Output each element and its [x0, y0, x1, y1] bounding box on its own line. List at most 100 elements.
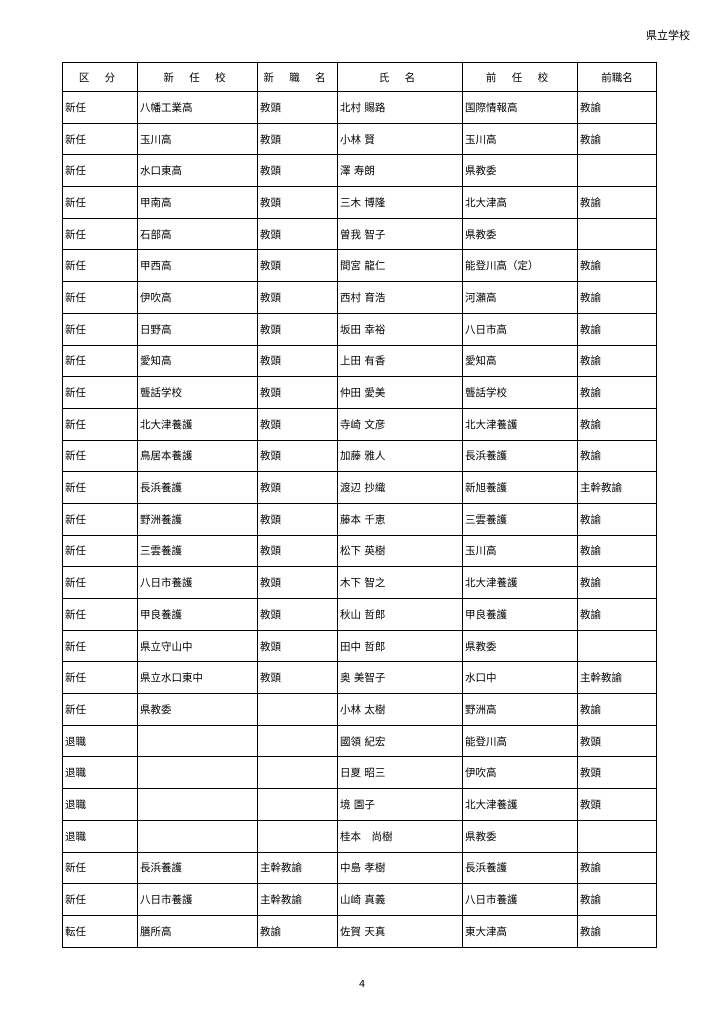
cell-category: 新任 [62, 534, 138, 568]
cell-previous-school: 八日市養護 [462, 883, 578, 916]
cell-new-position: 教頭 [257, 407, 338, 441]
cell-previous-school: 北大津養護 [462, 566, 578, 599]
cell-category: 新任 [62, 376, 138, 409]
cell-category: 新任 [62, 566, 138, 599]
cell-previous-school: 県教委 [462, 154, 578, 188]
cell-name: 渡辺 抄織 [337, 471, 463, 504]
cell-new-position: 教頭 [257, 312, 338, 346]
cell-previous-school: 北大津養護 [462, 407, 578, 441]
table-row: 新任 甲南高 教頭 三木 博隆 北大津高 教諭 [62, 186, 657, 219]
cell-new-position [257, 724, 338, 758]
cell-previous-position: 教諭 [577, 534, 657, 568]
cell-previous-position [577, 217, 657, 251]
cell-category: 退職 [62, 788, 138, 821]
cell-name: 坂田 幸裕 [337, 312, 463, 346]
cell-previous-position: 教諭 [577, 851, 657, 885]
cell-previous-school: 長浜養護 [462, 439, 578, 473]
personnel-table: 区 分 新 任 校 新 職 名 氏 名 前 任 校 前職名 新任 八幡工業高 教頭北… [62, 62, 657, 948]
table-row: 新任 玉川高 教頭 小林 賢玉川高 教諭 [62, 122, 657, 156]
cell-new-school: 聾話学校 [137, 376, 258, 409]
cell-previous-position: 教諭 [577, 186, 657, 219]
table-row: 新任 県立守山中 教頭 田中 哲郎 県教委 [62, 629, 657, 663]
cell-name: 松下 英樹 [337, 534, 463, 568]
cell-name: 秋山 哲郎 [337, 598, 463, 631]
table-row: 新任 野洲養護 教頭 藤本 千恵 三雲養護 教諭 [62, 502, 657, 536]
table-row: 新任 八日市養護 主幹教諭 山崎 真義 八日市養護 教諭 [62, 883, 657, 916]
cell-name: 小林 賢 [337, 122, 463, 156]
cell-new-school: 八日市養護 [137, 883, 258, 916]
cell-new-position: 教頭 [257, 629, 338, 663]
cell-new-school: 長浜養護 [137, 471, 258, 504]
table-row: 退職 國領 紀宏 能登川高 教頭 [62, 724, 657, 758]
table-header-row: 区 分 新 任 校 新 職 名 氏 名 前 任 校 前職名 [62, 62, 657, 92]
cell-new-position: 教頭 [257, 91, 338, 124]
cell-previous-school: 東大津高 [462, 914, 578, 948]
table-row: 新任 日野高 教頭 坂田 幸裕 八日市高 教諭 [62, 312, 657, 346]
table-row: 新任 水口東高 教頭澤 寿朗 県教委 [62, 154, 657, 188]
cell-previous-position: 教諭 [577, 598, 657, 631]
cell-new-school: 伊吹高 [137, 281, 258, 314]
cell-new-position: 教頭 [257, 376, 338, 409]
table-row: 退職 日夏 昭三 伊吹高 教頭 [62, 756, 657, 790]
table-row: 新任 伊吹高 教頭 西村 育浩 河瀬高 教諭 [62, 281, 657, 314]
cell-name: 境 園子 [337, 788, 463, 821]
table-row: 新任 石部高 教頭 曽我 智子 県教委 [62, 217, 657, 251]
cell-category: 退職 [62, 756, 138, 790]
cell-previous-position: 教諭 [577, 693, 657, 726]
cell-previous-position: 教諭 [577, 502, 657, 536]
cell-new-position: 教頭 [257, 217, 338, 251]
cell-new-school: 日野高 [137, 312, 258, 346]
cell-previous-position: 主幹教諭 [577, 661, 657, 695]
cell-previous-school: 新旭養護 [462, 471, 578, 504]
cell-new-position: 教諭 [257, 914, 338, 948]
cell-previous-school: 愛知高 [462, 344, 578, 378]
cell-previous-position [577, 154, 657, 188]
table-row: 新任 甲西高 教頭 間宮 龍仁 能登川高（定） 教諭 [62, 249, 657, 283]
cell-new-school: 甲良養護 [137, 598, 258, 631]
cell-new-school: 八幡工業高 [137, 91, 258, 124]
cell-category: 新任 [62, 281, 138, 314]
cell-new-school: 長浜養護 [137, 851, 258, 885]
cell-name: 田中 哲郎 [337, 629, 463, 663]
table-row: 新任 北大津養護 教頭 寺崎 文彦 北大津養護 教諭 [62, 407, 657, 441]
cell-previous-position: 教頭 [577, 724, 657, 758]
cell-new-school: 甲西高 [137, 249, 258, 283]
cell-previous-school: 甲良養護 [462, 598, 578, 631]
cell-previous-school: 三雲養護 [462, 502, 578, 536]
table-row: 退職 桂本 尚樹 県教委 [62, 819, 657, 853]
cell-previous-school: 国際情報高 [462, 91, 578, 124]
cell-name: 北村 賜路 [337, 91, 463, 124]
cell-new-school: 県立守山中 [137, 629, 258, 663]
cell-new-school [137, 756, 258, 790]
cell-previous-position: 教諭 [577, 122, 657, 156]
cell-new-position: 主幹教諭 [257, 851, 338, 885]
cell-name: 上田 有香 [337, 344, 463, 378]
cell-new-school: 甲南高 [137, 186, 258, 219]
cell-name: 澤 寿朗 [337, 154, 463, 188]
cell-previous-school: 玉川高 [462, 122, 578, 156]
cell-previous-position: 教諭 [577, 312, 657, 346]
cell-previous-school: 能登川高（定） [462, 249, 578, 283]
cell-previous-school: 北大津養護 [462, 788, 578, 821]
cell-previous-school: 八日市高 [462, 312, 578, 346]
cell-previous-position: 教諭 [577, 439, 657, 473]
cell-previous-position: 主幹教諭 [577, 471, 657, 504]
cell-category: 新任 [62, 154, 138, 188]
cell-name: 小林 太樹 [337, 693, 463, 726]
cell-new-position: 教頭 [257, 344, 338, 378]
cell-previous-position: 教諭 [577, 883, 657, 916]
cell-new-position: 教頭 [257, 281, 338, 314]
table-row: 新任 鳥居本養護 教頭 加藤 雅人 長浜養護 教諭 [62, 439, 657, 473]
cell-previous-school: 玉川高 [462, 534, 578, 568]
cell-new-school: 北大津養護 [137, 407, 258, 441]
cell-previous-position [577, 629, 657, 663]
cell-category: 新任 [62, 629, 138, 663]
table-row: 退職 境 園子 北大津養護 教頭 [62, 788, 657, 821]
cell-new-school: 水口東高 [137, 154, 258, 188]
cell-category: 転任 [62, 914, 138, 948]
table-row: 新任 聾話学校 教頭 仲田 愛美 聾話学校 教諭 [62, 376, 657, 409]
cell-new-school: 三雲養護 [137, 534, 258, 568]
cell-previous-school: 県教委 [462, 217, 578, 251]
cell-category: 新任 [62, 91, 138, 124]
table-row: 新任 八幡工業高 教頭 北村 賜路 国際情報高 教諭 [62, 91, 657, 124]
